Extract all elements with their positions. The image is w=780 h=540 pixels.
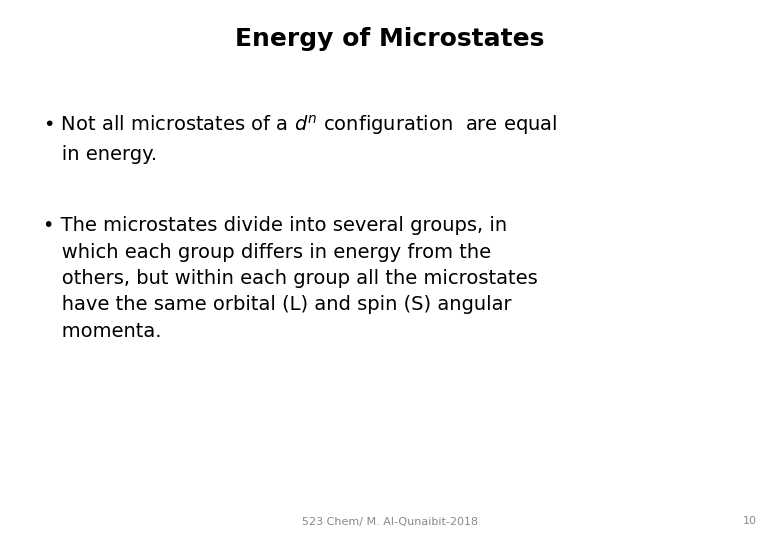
Text: 10: 10: [743, 516, 757, 526]
Text: • The microstates divide into several groups, in
   which each group differs in : • The microstates divide into several gr…: [43, 216, 537, 341]
Text: Energy of Microstates: Energy of Microstates: [236, 27, 544, 51]
Text: 523 Chem/ M. Al-Qunaibit-2018: 523 Chem/ M. Al-Qunaibit-2018: [302, 516, 478, 526]
Text: • Not all microstates of a $\mathit{d}^{\mathit{n}}$ configuration  are equal
  : • Not all microstates of a $\mathit{d}^{…: [43, 113, 558, 164]
